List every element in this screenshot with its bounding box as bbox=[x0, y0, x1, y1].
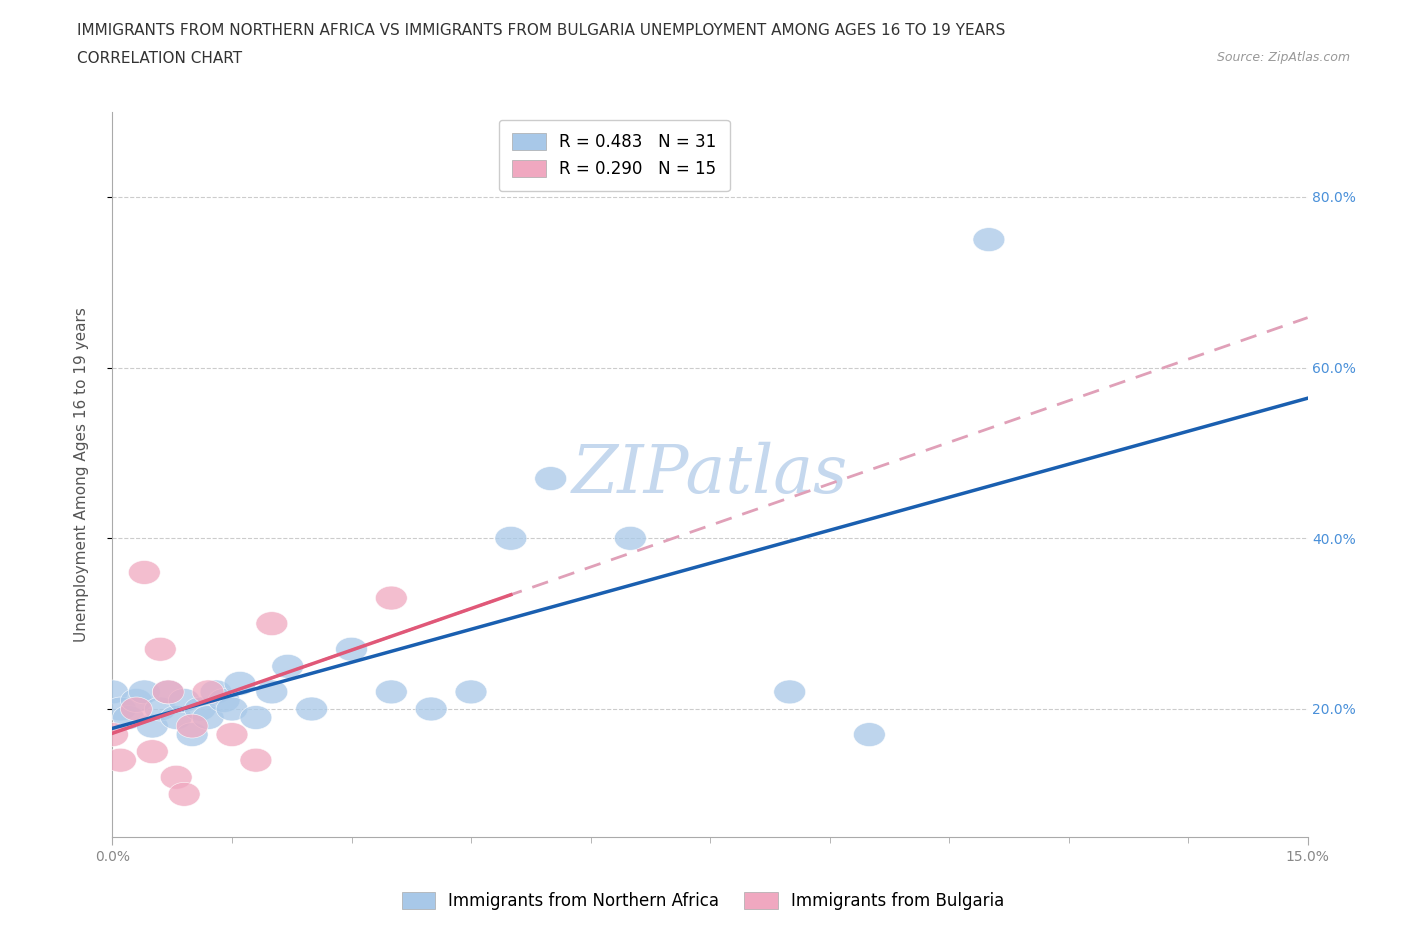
Ellipse shape bbox=[224, 671, 256, 696]
Ellipse shape bbox=[152, 680, 184, 704]
Ellipse shape bbox=[112, 706, 145, 729]
Ellipse shape bbox=[152, 680, 184, 704]
Ellipse shape bbox=[336, 637, 367, 661]
Ellipse shape bbox=[193, 706, 224, 729]
Ellipse shape bbox=[184, 698, 217, 721]
Ellipse shape bbox=[136, 739, 169, 764]
Ellipse shape bbox=[97, 680, 128, 704]
Text: IMMIGRANTS FROM NORTHERN AFRICA VS IMMIGRANTS FROM BULGARIA UNEMPLOYMENT AMONG A: IMMIGRANTS FROM NORTHERN AFRICA VS IMMIG… bbox=[77, 23, 1005, 38]
Ellipse shape bbox=[375, 586, 408, 610]
Legend: R = 0.483   N = 31, R = 0.290   N = 15: R = 0.483 N = 31, R = 0.290 N = 15 bbox=[499, 120, 730, 192]
Y-axis label: Unemployment Among Ages 16 to 19 years: Unemployment Among Ages 16 to 19 years bbox=[75, 307, 89, 642]
Ellipse shape bbox=[295, 698, 328, 721]
Ellipse shape bbox=[104, 698, 136, 721]
Ellipse shape bbox=[169, 688, 200, 712]
Ellipse shape bbox=[193, 680, 224, 704]
Ellipse shape bbox=[121, 698, 152, 721]
Ellipse shape bbox=[271, 655, 304, 678]
Legend: Immigrants from Northern Africa, Immigrants from Bulgaria: Immigrants from Northern Africa, Immigra… bbox=[395, 885, 1011, 917]
Ellipse shape bbox=[145, 698, 176, 721]
Ellipse shape bbox=[773, 680, 806, 704]
Ellipse shape bbox=[208, 688, 240, 712]
Ellipse shape bbox=[456, 680, 486, 704]
Text: Source: ZipAtlas.com: Source: ZipAtlas.com bbox=[1216, 51, 1350, 64]
Ellipse shape bbox=[169, 782, 200, 806]
Ellipse shape bbox=[973, 228, 1005, 251]
Ellipse shape bbox=[160, 765, 193, 790]
Ellipse shape bbox=[160, 706, 193, 729]
Ellipse shape bbox=[217, 723, 247, 747]
Ellipse shape bbox=[104, 749, 136, 772]
Ellipse shape bbox=[240, 749, 271, 772]
Text: CORRELATION CHART: CORRELATION CHART bbox=[77, 51, 242, 66]
Ellipse shape bbox=[200, 680, 232, 704]
Ellipse shape bbox=[217, 698, 247, 721]
Ellipse shape bbox=[614, 526, 647, 551]
Ellipse shape bbox=[145, 637, 176, 661]
Ellipse shape bbox=[415, 698, 447, 721]
Ellipse shape bbox=[176, 714, 208, 738]
Ellipse shape bbox=[128, 680, 160, 704]
Ellipse shape bbox=[121, 688, 152, 712]
Ellipse shape bbox=[853, 723, 886, 747]
Text: ZIPatlas: ZIPatlas bbox=[572, 442, 848, 507]
Ellipse shape bbox=[97, 723, 128, 747]
Ellipse shape bbox=[176, 723, 208, 747]
Ellipse shape bbox=[256, 612, 288, 635]
Ellipse shape bbox=[136, 714, 169, 738]
Ellipse shape bbox=[375, 680, 408, 704]
Ellipse shape bbox=[495, 526, 527, 551]
Ellipse shape bbox=[128, 561, 160, 584]
Ellipse shape bbox=[256, 680, 288, 704]
Ellipse shape bbox=[240, 706, 271, 729]
Ellipse shape bbox=[534, 467, 567, 490]
